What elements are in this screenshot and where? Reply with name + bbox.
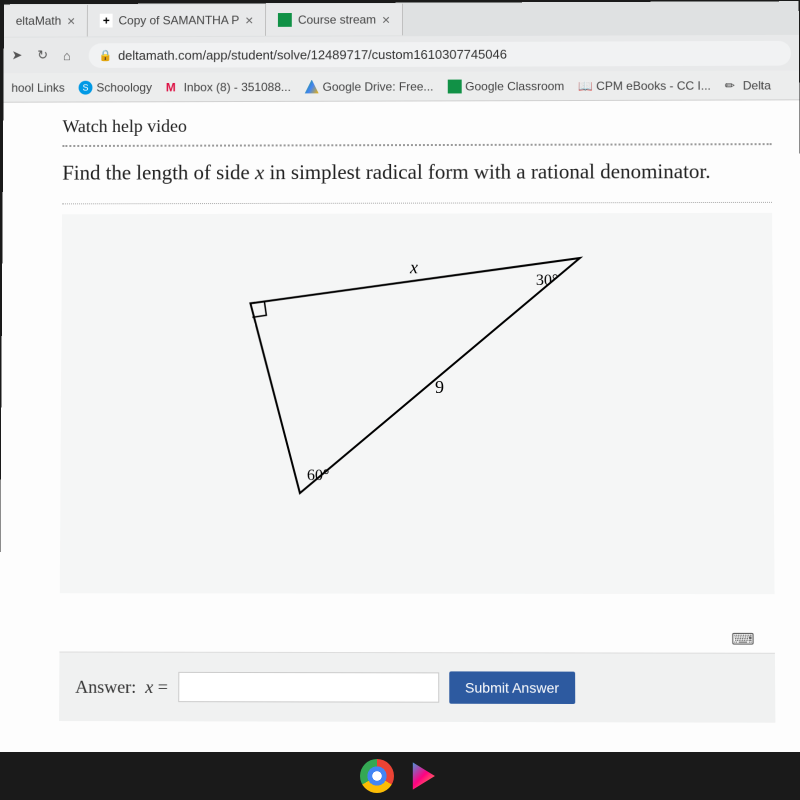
bookmark-delta[interactable]: ✏Delta (725, 78, 771, 92)
schoology-icon: S (79, 80, 93, 94)
forward-icon[interactable]: ➤ (12, 47, 28, 63)
tab-deltamath[interactable]: eltaMath × (4, 5, 88, 37)
watch-help-video-link[interactable]: Watch help video (62, 114, 771, 147)
triangle-svg: x 30° 9 60° (200, 233, 631, 533)
drive-icon (305, 80, 319, 94)
tab-label: Copy of SAMANTHA P (118, 13, 239, 27)
answer-bar: ⌨ Answer: x = Submit Answer (59, 652, 775, 723)
delta-icon: ✏ (725, 78, 739, 92)
play-store-icon[interactable] (406, 759, 440, 793)
tab-label: Course stream (298, 13, 376, 27)
side-x-label: x (409, 257, 418, 277)
submit-answer-button[interactable]: Submit Answer (449, 671, 575, 704)
tab-samantha[interactable]: + Copy of SAMANTHA P × (88, 4, 266, 36)
angle-30-label: 30° (536, 272, 558, 289)
triangle-shape (250, 258, 581, 493)
cpm-icon: 📖 (578, 79, 592, 93)
address-bar: ➤ ↻ ⌂ 🔒 deltamath.com/app/student/solve/… (4, 35, 800, 73)
bookmarks-bar: hool Links SSchoology MInbox (8) - 35108… (3, 71, 799, 103)
tab-bar: eltaMath × + Copy of SAMANTHA P × Course… (4, 1, 799, 38)
reload-icon[interactable]: ↻ (37, 47, 53, 63)
classroom-icon (447, 79, 461, 93)
bookmark-cpm[interactable]: 📖CPM eBooks - CC I... (578, 78, 711, 92)
answer-input[interactable] (178, 672, 439, 703)
triangle-diagram: x 30° 9 60° (60, 213, 775, 594)
chrome-app-icon[interactable] (360, 759, 394, 793)
browser-window: eltaMath × + Copy of SAMANTHA P × Course… (0, 1, 800, 763)
plus-icon: + (100, 14, 113, 28)
shelf (0, 752, 800, 800)
close-icon[interactable]: × (67, 13, 75, 29)
keyboard-icon[interactable]: ⌨ (731, 629, 754, 649)
bookmark-schoology[interactable]: SSchoology (79, 80, 152, 94)
url-input[interactable]: 🔒 deltamath.com/app/student/solve/124897… (89, 40, 792, 67)
bookmark-classroom[interactable]: Google Classroom (447, 79, 564, 93)
lock-icon: 🔒 (99, 49, 113, 62)
tab-label: eltaMath (16, 14, 62, 28)
question-text: Find the length of side x in simplest ra… (62, 159, 772, 204)
bookmark-inbox[interactable]: MInbox (8) - 351088... (166, 80, 291, 94)
close-icon[interactable]: × (382, 12, 390, 28)
home-icon[interactable]: ⌂ (63, 48, 79, 63)
angle-60-label: 60° (307, 467, 329, 484)
mail-icon: M (166, 80, 180, 94)
hypotenuse-label: 9 (435, 377, 444, 397)
url-text: deltamath.com/app/student/solve/12489717… (118, 46, 507, 62)
bookmark-drive[interactable]: Google Drive: Free... (305, 79, 434, 93)
close-icon[interactable]: × (245, 12, 253, 28)
page-content: Watch help video Find the length of side… (0, 100, 800, 763)
answer-label: Answer: x = (75, 676, 168, 697)
bookmark-school-links[interactable]: hool Links (11, 80, 65, 94)
classroom-icon (278, 13, 292, 27)
tab-course-stream[interactable]: Course stream × (266, 4, 403, 36)
